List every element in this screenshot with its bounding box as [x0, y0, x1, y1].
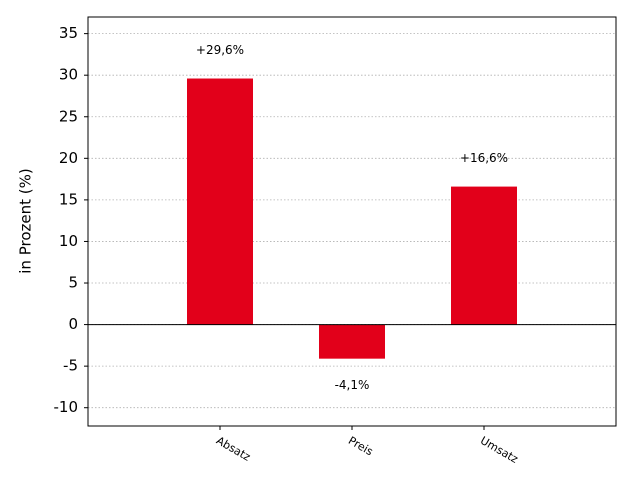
bar	[319, 324, 385, 359]
plot-frame	[87, 16, 617, 427]
y-tick-label: 15	[59, 190, 78, 208]
y-tick-label: 25	[59, 107, 78, 125]
y-tick-label: 5	[68, 274, 78, 292]
y-axis-label: in Prozent (%)	[17, 168, 35, 273]
y-tick-label: 10	[59, 232, 78, 250]
bar	[451, 186, 517, 325]
y-tick-label: -10	[54, 398, 79, 416]
bar	[187, 78, 253, 325]
value-label: -4,1%	[335, 378, 370, 392]
y-tick-label: -5	[63, 357, 78, 375]
y-tick-label: 35	[59, 24, 78, 42]
y-tick-label: 20	[59, 149, 78, 167]
y-tick-label: 0	[68, 315, 78, 333]
value-label: +16,6%	[460, 151, 508, 165]
value-label: +29,6%	[196, 43, 244, 57]
y-tick-label: 30	[59, 66, 78, 84]
